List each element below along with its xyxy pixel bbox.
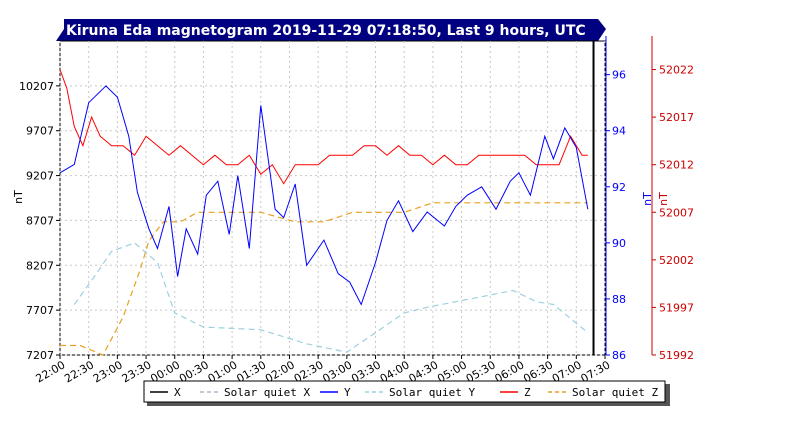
left-tick-label: 7707 <box>26 304 54 317</box>
series-y-line <box>59 85 589 306</box>
right-z-tick-label: 52002 <box>659 254 694 267</box>
legend-label-solar-quiet-z: Solar quiet Z <box>572 386 658 399</box>
right-z-tick-label: 52012 <box>659 159 694 172</box>
right-axis-z-title: nT <box>657 192 670 206</box>
x-tick-label: 22:30 <box>62 358 96 385</box>
left-tick-label: 9707 <box>26 125 54 138</box>
legend-label-y: Y <box>344 386 351 399</box>
legend-box <box>143 380 666 403</box>
right-y-tick-label: 88 <box>612 293 626 306</box>
x-tick-label: 22:00 <box>34 358 68 385</box>
right-axis-y: 86 88 90 92 94 96 <box>605 36 626 362</box>
right-z-tick-label: 51992 <box>659 349 694 362</box>
chart-title: Kiruna Eda magnetogram 2019-11-29 07:18:… <box>66 23 586 39</box>
left-axis-title: nT <box>12 190 25 204</box>
right-z-tick-label: 52007 <box>659 206 694 219</box>
right-y-tick-label: 86 <box>612 349 626 362</box>
right-y-tick-label: 96 <box>612 69 626 82</box>
right-y-tick-label: 94 <box>612 125 626 138</box>
right-axis-y-title: nT <box>641 192 654 206</box>
right-axis-z: 51992 51997 52002 52007 52012 52017 52022 <box>651 36 694 362</box>
legend-label-z: Z <box>524 386 531 399</box>
left-tick-label: 9207 <box>26 170 54 183</box>
legend-label-x: X <box>174 386 181 399</box>
plot-area <box>59 40 606 356</box>
right-z-tick-label: 52022 <box>659 64 694 77</box>
right-y-tick-label: 90 <box>612 237 626 250</box>
left-tick-label: 8707 <box>26 214 54 227</box>
right-z-tick-label: 51997 <box>659 301 694 314</box>
left-tick-label: 8207 <box>26 259 54 272</box>
series-z-line <box>59 69 588 185</box>
right-y-tick-label: 92 <box>612 181 626 194</box>
title-bar <box>56 19 606 41</box>
left-tick-label: 7207 <box>26 349 54 362</box>
grid-lines <box>59 41 606 356</box>
series-solar-quiet-z-line <box>60 202 588 356</box>
right-z-tick-label: 52017 <box>659 111 694 124</box>
x-tick-label: 23:00 <box>91 358 125 385</box>
legend: X Solar quiet X Y Solar quiet Y Z Solar quiet… <box>143 380 670 406</box>
left-axis: 7207 7707 8207 8707 9207 9707 10207 <box>19 80 60 362</box>
series-layer <box>59 69 589 356</box>
legend-label-solar-quiet-x: Solar quiet X <box>224 386 310 399</box>
left-tick-label: 10207 <box>19 80 54 93</box>
series-solar-quiet-y-line <box>73 242 589 353</box>
legend-label-solar-quiet-y: Solar quiet Y <box>389 386 475 399</box>
